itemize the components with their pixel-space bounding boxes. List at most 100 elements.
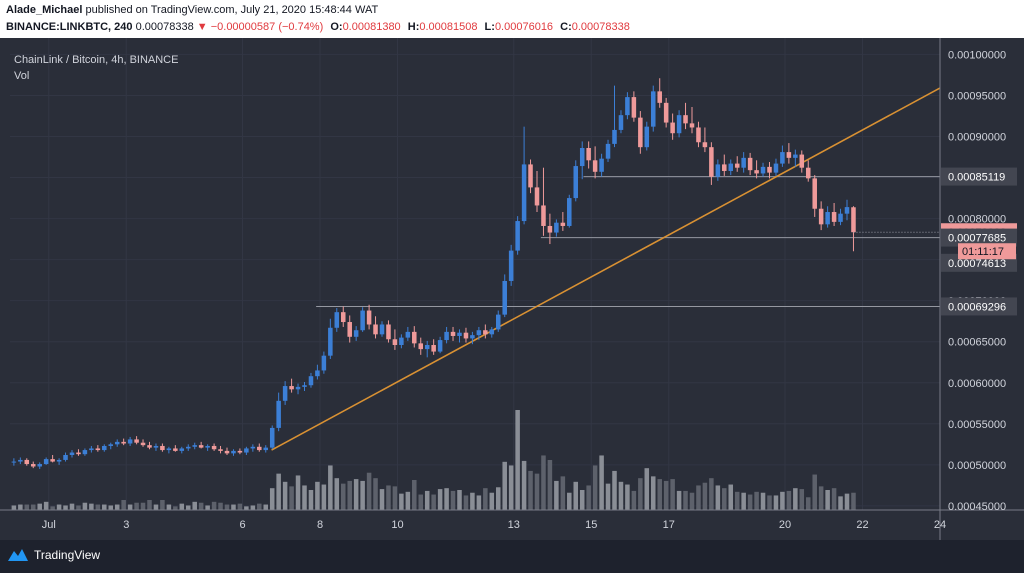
horizontal-levels bbox=[316, 176, 940, 307]
time-tick-label: 3 bbox=[123, 519, 129, 531]
candle-body bbox=[612, 129, 617, 144]
trendline-layer[interactable] bbox=[271, 72, 968, 451]
chart-legend: ChainLink / Bitcoin, 4h, BINANCE Vol bbox=[14, 52, 178, 84]
candle-body bbox=[30, 464, 36, 467]
volume-bar bbox=[424, 490, 430, 510]
volume-bar bbox=[276, 473, 281, 510]
price-axis-background bbox=[940, 38, 1024, 540]
time-tick-label: Jul bbox=[42, 519, 56, 531]
candle-body bbox=[289, 386, 294, 390]
candle-body bbox=[399, 337, 404, 346]
time-tick-label: 24 bbox=[934, 519, 946, 531]
candlestick-chart[interactable]: 0.00045000 0.00050000 0.00055000 0.00060000… bbox=[0, 38, 1024, 540]
candle-body bbox=[541, 205, 546, 226]
candle-body bbox=[412, 331, 417, 344]
chart-title[interactable]: ChainLink / Bitcoin, 4h, BINANCE bbox=[14, 54, 179, 66]
tradingview-brand[interactable]: TradingView bbox=[8, 548, 100, 562]
volume-bar bbox=[347, 480, 352, 510]
volume-bar bbox=[108, 505, 114, 510]
candle-body bbox=[179, 448, 185, 451]
candle-body bbox=[592, 160, 598, 172]
candles bbox=[11, 78, 856, 469]
candle-body bbox=[741, 157, 746, 168]
candle-body bbox=[334, 312, 340, 328]
candle-body bbox=[838, 213, 843, 222]
volume-bar bbox=[728, 484, 734, 510]
price-tick-label: 0.00080000 bbox=[948, 214, 1006, 226]
close-value: 0.00078338 bbox=[571, 21, 630, 33]
open-label: O: bbox=[330, 21, 343, 33]
price-tick-label: 0.00055000 bbox=[948, 419, 1006, 431]
volume-bar bbox=[773, 495, 779, 510]
candle-body bbox=[754, 170, 759, 174]
chart-pane[interactable]: 0.00045000 0.00050000 0.00055000 0.00060000… bbox=[0, 38, 1024, 540]
candle-body bbox=[366, 310, 372, 325]
volume-bar bbox=[437, 489, 443, 510]
volume-bars bbox=[11, 410, 856, 510]
volume-bar bbox=[56, 504, 62, 510]
volume-bar bbox=[560, 476, 566, 510]
volume-bar bbox=[82, 502, 88, 510]
author-name[interactable]: Alade_Michael bbox=[6, 4, 83, 16]
candle-body bbox=[831, 212, 837, 222]
countdown-tag bbox=[958, 243, 1016, 260]
volume-bar bbox=[50, 506, 55, 510]
candle-body bbox=[483, 330, 488, 335]
candle-body bbox=[805, 167, 811, 179]
candle-body bbox=[683, 115, 688, 124]
trendline[interactable] bbox=[271, 72, 968, 451]
volume-bar bbox=[450, 490, 456, 510]
candle-body bbox=[631, 97, 637, 118]
tradingview-logo-icon bbox=[8, 549, 28, 561]
price-level-label: 0.00077685 bbox=[948, 233, 1006, 245]
volume-bar bbox=[702, 482, 708, 510]
volume-bar bbox=[592, 465, 598, 510]
candle-body bbox=[205, 445, 210, 448]
volume-bar bbox=[386, 485, 391, 510]
candle-body bbox=[11, 461, 17, 463]
candle-body bbox=[793, 154, 798, 158]
volume-bar bbox=[95, 504, 101, 510]
volume-bar bbox=[244, 506, 249, 510]
candle-body bbox=[198, 445, 204, 448]
candle-body bbox=[663, 102, 669, 123]
countdown-label: 01:11:17 bbox=[962, 246, 1004, 258]
candle-body bbox=[625, 97, 630, 116]
candle-body bbox=[121, 441, 126, 444]
candle-body bbox=[650, 91, 656, 127]
time-tick-label: 15 bbox=[585, 519, 597, 531]
volume-legend[interactable]: Vol bbox=[14, 70, 30, 82]
candle-body bbox=[508, 250, 514, 281]
volume-bar bbox=[605, 483, 611, 510]
candle-body bbox=[457, 332, 462, 336]
volume-bar bbox=[463, 495, 469, 510]
volume-bar bbox=[173, 506, 178, 510]
candle-body bbox=[644, 126, 650, 148]
volume-bar bbox=[786, 490, 792, 510]
candle-body bbox=[50, 459, 55, 462]
candle-body bbox=[521, 164, 527, 222]
volume-bar bbox=[599, 455, 604, 510]
candle-body bbox=[147, 445, 152, 448]
candle-body bbox=[95, 448, 101, 451]
volume-bar bbox=[715, 485, 721, 510]
volume-bar bbox=[799, 489, 805, 510]
brand-name: TradingView bbox=[34, 548, 101, 562]
volume-bar bbox=[121, 500, 126, 510]
price-level-label: 0.00085119 bbox=[948, 172, 1005, 184]
volume-bar bbox=[515, 410, 520, 510]
volume-bar bbox=[76, 505, 81, 510]
volume-bar bbox=[353, 479, 359, 510]
candle-body bbox=[302, 385, 307, 387]
price-tick-label: 0.00100000 bbox=[948, 49, 1006, 61]
candle-body bbox=[657, 91, 662, 103]
candle-body bbox=[463, 332, 469, 339]
volume-bar bbox=[618, 481, 624, 510]
candle-body bbox=[715, 164, 721, 177]
candle-body bbox=[851, 207, 856, 233]
volume-bar bbox=[767, 495, 772, 510]
time-tick-label: 20 bbox=[779, 519, 791, 531]
price-tick-label: 0.00095000 bbox=[948, 90, 1006, 102]
candle-body bbox=[82, 450, 88, 455]
candle-body bbox=[102, 445, 107, 451]
